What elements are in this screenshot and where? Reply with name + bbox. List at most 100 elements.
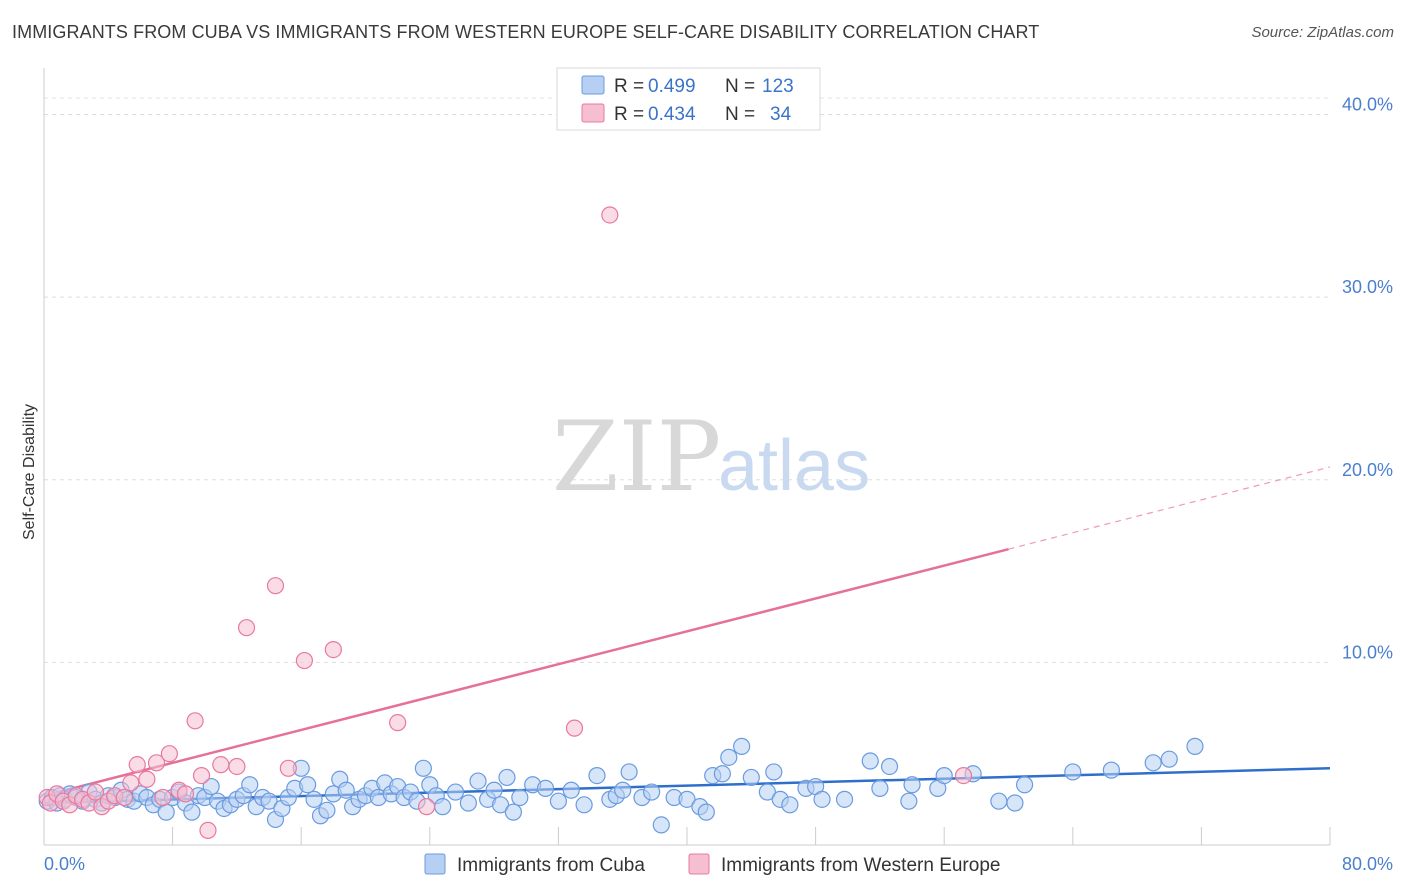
point-cuba <box>183 803 201 821</box>
point-cuba <box>620 763 638 781</box>
point-cuba <box>305 790 323 808</box>
point-cuba <box>697 803 715 821</box>
point-cuba <box>1015 776 1034 794</box>
point-western-europe <box>295 651 314 670</box>
stats-legend: R = 0.499 N = 123 R = 0.434 N = 34 <box>556 67 821 131</box>
point-cuba <box>318 801 336 819</box>
point-cuba <box>758 783 776 801</box>
y-tick-label-10: 10.0% <box>1342 642 1393 662</box>
point-western-europe <box>954 767 973 785</box>
x-tick-label-max: 80.0% <box>1342 854 1393 874</box>
point-western-europe <box>565 719 584 737</box>
point-cuba <box>733 737 751 755</box>
point-cuba <box>504 803 522 821</box>
point-cuba <box>337 781 355 799</box>
x-tick-labels: 0.0% 80.0% <box>44 854 1393 874</box>
point-cuba <box>562 781 580 799</box>
point-cuba <box>652 816 670 834</box>
point-western-europe <box>147 754 166 772</box>
point-western-europe <box>601 206 619 224</box>
point-cuba <box>549 792 568 810</box>
stats-r-label-western-europe: R = <box>614 104 644 125</box>
point-cuba <box>299 776 317 794</box>
point-cuba <box>536 779 555 797</box>
point-cuba <box>157 803 175 821</box>
legend-label-cuba: Immigrants from Cuba <box>457 855 645 876</box>
point-western-europe <box>192 767 211 785</box>
point-cuba <box>813 790 831 808</box>
stats-r-label-cuba: R = <box>614 76 644 97</box>
point-western-europe <box>138 770 156 788</box>
point-cuba <box>903 776 921 794</box>
stats-n-value-cuba: 123 <box>762 76 794 97</box>
point-western-europe <box>389 714 407 732</box>
point-cuba <box>511 788 529 807</box>
point-cuba <box>446 783 465 801</box>
stats-n-label-western-europe: N = <box>725 104 755 125</box>
point-western-europe <box>186 712 204 730</box>
x-tick-label-min: 0.0% <box>44 854 85 874</box>
gridlines <box>44 97 1330 663</box>
stats-r-value-western-europe: 0.434 <box>648 104 696 125</box>
y-tick-label-20: 20.0% <box>1342 460 1393 480</box>
point-western-europe <box>160 745 178 763</box>
point-western-europe <box>122 774 140 792</box>
stats-r-value-cuba: 0.499 <box>648 76 696 97</box>
point-cuba <box>678 790 696 808</box>
point-western-europe <box>86 783 105 801</box>
y-axis-label: Self-Care Disability <box>21 404 38 540</box>
point-cuba <box>781 796 799 814</box>
watermark: ZIP atlas <box>552 401 870 513</box>
point-western-europe <box>417 798 436 816</box>
point-western-europe <box>266 577 285 595</box>
watermark-atlas: atlas <box>718 426 870 506</box>
legend-swatch-western-europe <box>688 853 710 875</box>
point-cuba <box>1186 737 1204 755</box>
point-western-europe <box>115 788 133 807</box>
chart-title: IMMIGRANTS FROM CUBA VS IMMIGRANTS FROM … <box>12 22 1040 42</box>
point-cuba <box>459 794 477 812</box>
point-cuba <box>900 792 918 810</box>
trend-line-western-europe-extension <box>1008 466 1331 550</box>
point-western-europe <box>154 788 172 807</box>
point-western-europe <box>128 756 146 774</box>
point-western-europe <box>228 757 246 776</box>
point-cuba <box>990 792 1008 810</box>
point-cuba <box>1102 761 1120 779</box>
stats-swatch-cuba <box>581 75 605 95</box>
point-cuba <box>469 772 487 790</box>
point-cuba <box>1006 794 1024 812</box>
stats-n-label-cuba: N = <box>725 76 755 97</box>
point-western-europe <box>176 785 195 803</box>
point-cuba <box>742 768 760 787</box>
point-cuba <box>1064 763 1082 781</box>
y-tick-labels: 10.0% 20.0% 30.0% 40.0% <box>1342 95 1393 663</box>
point-cuba <box>1160 750 1178 768</box>
point-cuba <box>614 781 632 799</box>
legend-label-western-europe: Immigrants from Western Europe <box>721 855 1000 876</box>
point-cuba <box>720 748 738 766</box>
point-cuba <box>260 792 278 810</box>
point-western-europe <box>324 640 342 659</box>
point-cuba <box>1144 754 1162 772</box>
point-cuba <box>880 757 899 776</box>
stats-n-value-western-europe: 34 <box>770 104 792 125</box>
point-cuba <box>434 798 452 816</box>
y-tick-label-30: 30.0% <box>1342 277 1393 297</box>
point-cuba <box>491 796 510 814</box>
point-western-europe <box>279 759 297 777</box>
trend-lines <box>43 466 1331 805</box>
point-cuba <box>498 768 516 787</box>
point-western-europe <box>212 756 230 774</box>
point-cuba <box>935 767 953 785</box>
point-cuba <box>575 796 593 814</box>
point-cuba <box>241 776 259 794</box>
point-cuba <box>871 779 889 797</box>
y-tick-label-40: 40.0% <box>1342 95 1393 115</box>
point-cuba <box>202 777 220 796</box>
stats-swatch-western-europe <box>581 103 605 123</box>
series-legend: Immigrants from Cuba Immigrants from Wes… <box>424 853 1000 876</box>
source-credit: Source: ZipAtlas.com <box>1251 24 1394 41</box>
axes <box>43 68 1331 846</box>
